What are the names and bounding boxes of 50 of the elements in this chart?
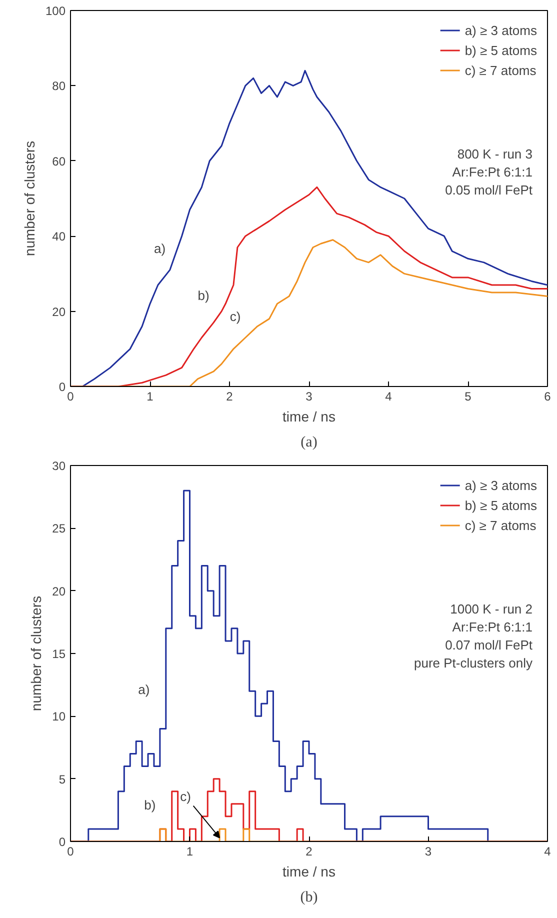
legend-label: b) ≥ 5 atoms: [464, 498, 537, 512]
x-tick-label: 1: [146, 390, 154, 404]
y-tick-label: 30: [52, 459, 66, 473]
y-tick-label: 100: [45, 4, 66, 18]
x-axis-title: time / ns: [282, 408, 336, 424]
x-tick-label: 3: [306, 390, 313, 404]
y-tick-label: 10: [52, 710, 66, 724]
y-axis-title: number of clusters: [21, 140, 38, 256]
annotation: Ar:Fe:Pt 6:1:1: [452, 164, 532, 180]
x-tick-label: 5: [464, 390, 472, 404]
y-tick-label: 20: [52, 304, 66, 319]
annotation: c): [180, 788, 191, 804]
y-tick-label: 25: [52, 522, 66, 536]
x-tick-label: 3: [424, 844, 432, 858]
text: (b): [300, 890, 318, 906]
y-tick-label: 0: [58, 835, 66, 849]
x-tick-label: 6: [544, 390, 552, 404]
annotation: a): [138, 682, 150, 698]
annotation: Ar:Fe:Pt 6:1:1: [452, 620, 532, 634]
y-tick-label: 20: [52, 584, 66, 598]
legend-label: a) ≥ 3 atoms: [464, 22, 537, 38]
legend-label: c) ≥ 7 atoms: [464, 62, 536, 78]
annotation: pure Pt-clusters only: [414, 656, 533, 670]
annotation: 800 K - run 3: [457, 146, 532, 162]
y-tick-label: 60: [52, 154, 66, 168]
x-tick-label: 4: [544, 844, 552, 858]
annotation: 1000 K - run 2: [450, 602, 533, 616]
legend-label: a) ≥ 3 atoms: [464, 478, 537, 492]
annotation: 0.07 mol/l FePt: [445, 638, 533, 652]
y-tick-label: 0: [58, 380, 66, 394]
y-axis-title: number of clusters: [28, 596, 44, 712]
annotation: 0.05 mol/l FePt: [445, 182, 533, 198]
x-tick-label: 2: [306, 844, 313, 858]
x-tick-label: 4: [385, 390, 392, 404]
y-tick-label: 5: [58, 772, 66, 786]
x-tick-label: 0: [67, 844, 74, 858]
annotation: b): [144, 797, 156, 812]
y-tick-label: 40: [52, 230, 66, 244]
legend-label: b) ≥ 5 atoms: [464, 42, 537, 58]
annotation: b): [198, 288, 210, 303]
annotation: a): [154, 241, 166, 256]
x-tick-label: 1: [186, 844, 194, 858]
y-tick-label: 15: [52, 647, 66, 661]
y-tick-label: 80: [52, 79, 66, 94]
x-axis-title: time / ns: [282, 864, 336, 880]
x-tick-label: 2: [226, 390, 234, 404]
x-tick-label: 0: [67, 390, 74, 404]
annotation: c): [230, 308, 241, 324]
text: (a): [300, 434, 318, 450]
legend-label: c) ≥ 7 atoms: [464, 518, 536, 532]
